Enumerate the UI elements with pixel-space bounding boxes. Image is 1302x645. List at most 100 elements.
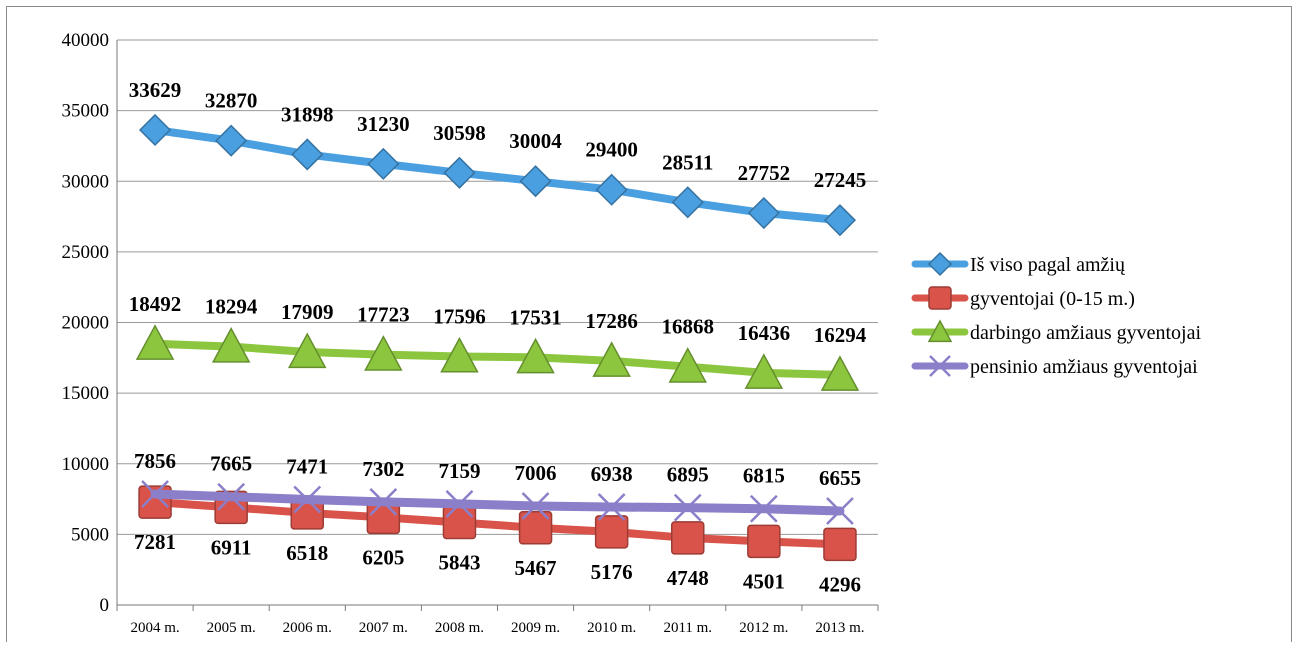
x-tick-label: 2007 m. (359, 620, 408, 636)
data-label: 16436 (738, 321, 791, 345)
legend-label: pensinio amžiaus gyventojai (970, 356, 1198, 378)
data-label: 6938 (591, 462, 633, 486)
data-label: 7471 (286, 454, 328, 478)
data-point (519, 165, 552, 198)
data-point (135, 324, 175, 360)
data-label: 5176 (591, 560, 633, 584)
series (135, 324, 860, 391)
y-tick-label: 0 (100, 595, 110, 616)
data-label: 27245 (814, 168, 867, 192)
data-point (217, 482, 246, 511)
marker-stroke (369, 487, 398, 516)
data-point (744, 353, 784, 389)
marker-stroke (521, 492, 550, 520)
data-label: 17909 (281, 300, 334, 324)
data-label: 7006 (515, 461, 557, 485)
data-point (364, 335, 403, 371)
data-point (138, 113, 172, 147)
data-point (668, 347, 708, 383)
x-tick-label: 2012 m. (739, 620, 788, 636)
data-point (367, 147, 400, 180)
data-point (211, 327, 251, 363)
data-label: 17286 (585, 309, 638, 333)
series-group (135, 113, 860, 562)
data-label: 16294 (814, 323, 867, 347)
data-point (369, 487, 398, 516)
data-point (671, 521, 705, 555)
data-label: 7302 (362, 457, 404, 481)
x-tick-label: 2004 m. (130, 620, 179, 636)
marker-stroke (141, 480, 169, 508)
data-label: 17531 (509, 305, 562, 329)
data-point (927, 319, 953, 343)
y-tick-label: 30000 (62, 171, 110, 192)
data-label: 5843 (438, 550, 480, 574)
series (138, 113, 857, 237)
data-point (597, 493, 626, 521)
y-tick-label: 25000 (62, 242, 110, 263)
data-label: 30598 (433, 121, 486, 145)
data-point (747, 524, 781, 559)
legend: Iš viso pagal amžių gyventojai (0-15 m.) d… (911, 251, 1201, 378)
data-point (749, 494, 778, 523)
data-label: 6895 (667, 463, 709, 487)
data-point (516, 337, 555, 374)
x-tick-label: 2008 m. (435, 620, 484, 636)
data-point (823, 204, 857, 237)
legend-item: pensinio amžiaus gyventojai (911, 355, 1198, 378)
data-point (287, 332, 327, 369)
data-point (592, 341, 631, 377)
legend-item: Iš viso pagal amžių (911, 251, 1126, 277)
gridlines (117, 39, 878, 535)
data-label: 6518 (286, 541, 328, 565)
y-tick-label: 40000 (62, 30, 110, 51)
x-tick-label: 2005 m. (207, 620, 256, 636)
data-label: 4296 (819, 572, 861, 596)
legend-label: Iš viso pagal amžių (970, 254, 1126, 276)
data-label: 4501 (743, 569, 785, 593)
data-point (595, 173, 628, 206)
data-label: 28511 (662, 150, 713, 174)
series-line (151, 339, 844, 379)
chart-frame (6, 6, 1292, 642)
data-point (747, 196, 780, 230)
marker-stroke (445, 489, 474, 518)
data-point (442, 505, 477, 540)
data-label: 33629 (129, 78, 182, 102)
data-point (928, 286, 952, 310)
data-label: 5467 (515, 556, 557, 580)
data-label: 7159 (438, 459, 480, 483)
marker-stroke (749, 494, 778, 523)
data-labels: 33629 32870 31898 31230 30598 30004 29400 28511… (129, 78, 867, 596)
data-point (440, 336, 479, 373)
marker-stroke (673, 493, 702, 522)
marker-stroke (217, 482, 246, 511)
marker-stroke (597, 493, 626, 521)
x-tick-label: 2011 m. (663, 620, 712, 636)
data-point (927, 251, 953, 277)
y-tick-label: 5000 (71, 524, 109, 545)
legend-item: darbingo amžiaus gyventojai (911, 319, 1201, 344)
series-line (150, 489, 845, 516)
data-point (141, 480, 169, 508)
y-tick-label: 15000 (62, 383, 110, 404)
data-label: 27752 (738, 161, 791, 185)
series-line (151, 498, 844, 549)
data-point (594, 515, 629, 549)
marker-stroke (929, 355, 951, 377)
y-tick-label: 10000 (62, 454, 110, 475)
data-label: 7665 (210, 452, 252, 476)
data-label: 30004 (509, 129, 562, 153)
data-label: 17596 (433, 304, 486, 328)
data-point (215, 124, 248, 157)
x-tick-label: 2006 m. (283, 620, 332, 636)
data-label: 18492 (129, 292, 182, 316)
data-point (291, 138, 324, 171)
marker-stroke (293, 485, 322, 514)
legend-item: gyventojai (0-15 m.) (911, 286, 1135, 310)
data-label: 6205 (362, 545, 404, 569)
data-point (443, 156, 476, 189)
data-label: 7281 (134, 530, 176, 554)
data-point (673, 493, 702, 522)
